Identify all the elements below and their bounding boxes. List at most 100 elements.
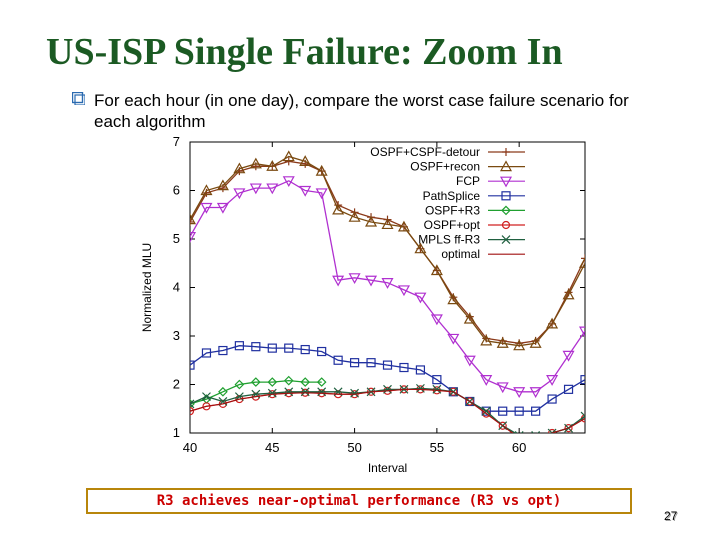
data-point — [581, 254, 585, 263]
data-point — [578, 257, 585, 268]
data-point — [496, 337, 509, 348]
data-point — [532, 434, 539, 441]
data-point — [463, 355, 476, 367]
data-point — [299, 155, 312, 166]
callout-text: R3 achieves near-optimal performance (R3… — [156, 493, 562, 509]
slide-title: US-ISP Single Failure: Zoom In — [46, 31, 563, 73]
data-point — [546, 317, 559, 329]
data-point — [233, 188, 246, 200]
data-point — [282, 150, 295, 162]
legend-marker — [499, 160, 513, 172]
data-point — [200, 202, 213, 214]
data-point — [382, 360, 393, 370]
legend-marker — [501, 235, 511, 245]
legend-label: OSPF+opt — [424, 218, 481, 232]
data-point — [332, 203, 345, 215]
data-point — [580, 411, 585, 421]
data-point — [300, 387, 310, 397]
data-point — [432, 384, 442, 394]
y-tick-label: 4 — [173, 280, 180, 295]
data-point — [430, 314, 443, 326]
data-point — [282, 176, 295, 188]
data-point — [480, 375, 493, 386]
data-point — [513, 387, 526, 399]
data-point — [547, 428, 557, 433]
series-fcp — [190, 176, 585, 399]
data-point — [190, 231, 197, 243]
data-point — [251, 342, 261, 352]
legend-label: MPLS ff-R3 — [418, 233, 480, 247]
series-ospf-r3 — [190, 375, 327, 409]
data-point — [415, 365, 426, 375]
series-line — [190, 388, 585, 433]
data-point — [465, 397, 474, 406]
legend-label: optimal — [441, 247, 480, 261]
data-point — [529, 337, 542, 348]
callout-box: R3 achieves near-optimal performance (R3… — [86, 488, 632, 514]
data-point — [397, 220, 410, 232]
series-pathsplice — [190, 341, 585, 416]
data-point — [202, 392, 211, 402]
data-point — [531, 406, 541, 416]
data-point — [481, 406, 491, 416]
data-point — [250, 377, 261, 387]
data-point — [190, 399, 195, 409]
data-point — [218, 345, 228, 356]
series-line — [190, 387, 585, 433]
data-point — [249, 157, 262, 169]
data-point — [447, 293, 460, 305]
data-point — [216, 202, 229, 214]
x-tick-label: 60 — [512, 440, 526, 455]
data-point — [381, 278, 394, 289]
data-point — [190, 218, 194, 227]
data-point — [348, 210, 361, 222]
data-point — [546, 375, 559, 386]
data-point — [430, 264, 443, 276]
data-point — [397, 285, 410, 297]
data-point — [317, 387, 327, 397]
series-line — [190, 379, 322, 405]
data-point — [234, 341, 244, 351]
data-point — [317, 346, 327, 357]
data-point — [267, 377, 278, 387]
data-point — [267, 388, 277, 398]
legend-marker — [501, 205, 511, 216]
x-tick-label: 45 — [265, 440, 279, 455]
data-point — [218, 386, 228, 397]
data-point — [480, 334, 493, 346]
data-point — [349, 358, 360, 368]
series-line — [190, 180, 585, 393]
data-point — [399, 362, 409, 373]
data-point — [562, 288, 575, 300]
y-tick-label: 3 — [173, 328, 180, 343]
data-point — [218, 399, 228, 408]
data-point — [415, 383, 425, 393]
data-point — [266, 183, 279, 195]
legend-marker — [499, 176, 513, 188]
x-tick-label: 50 — [347, 440, 361, 455]
data-point — [190, 360, 195, 370]
data-point — [514, 406, 524, 416]
data-point — [414, 242, 427, 254]
data-point — [529, 387, 542, 399]
data-point — [233, 162, 246, 174]
data-point — [190, 407, 195, 416]
data-point — [190, 213, 197, 225]
legend-marker — [501, 220, 511, 230]
x-tick-label: 55 — [430, 440, 444, 455]
data-point — [315, 164, 328, 176]
data-point — [348, 273, 361, 285]
data-point — [365, 275, 378, 287]
legend-label: OSPF+R3 — [425, 203, 480, 217]
y-axis-label: Normalized MLU — [140, 243, 154, 332]
y-tick-label: 5 — [173, 231, 180, 246]
y-tick-label: 7 — [173, 134, 180, 149]
y-tick-label: 1 — [173, 425, 180, 440]
data-point — [514, 431, 524, 433]
data-point — [202, 402, 211, 411]
data-point — [562, 350, 575, 362]
data-point — [300, 344, 310, 355]
data-point — [333, 355, 343, 365]
data-point — [381, 218, 394, 230]
data-point — [266, 160, 279, 171]
